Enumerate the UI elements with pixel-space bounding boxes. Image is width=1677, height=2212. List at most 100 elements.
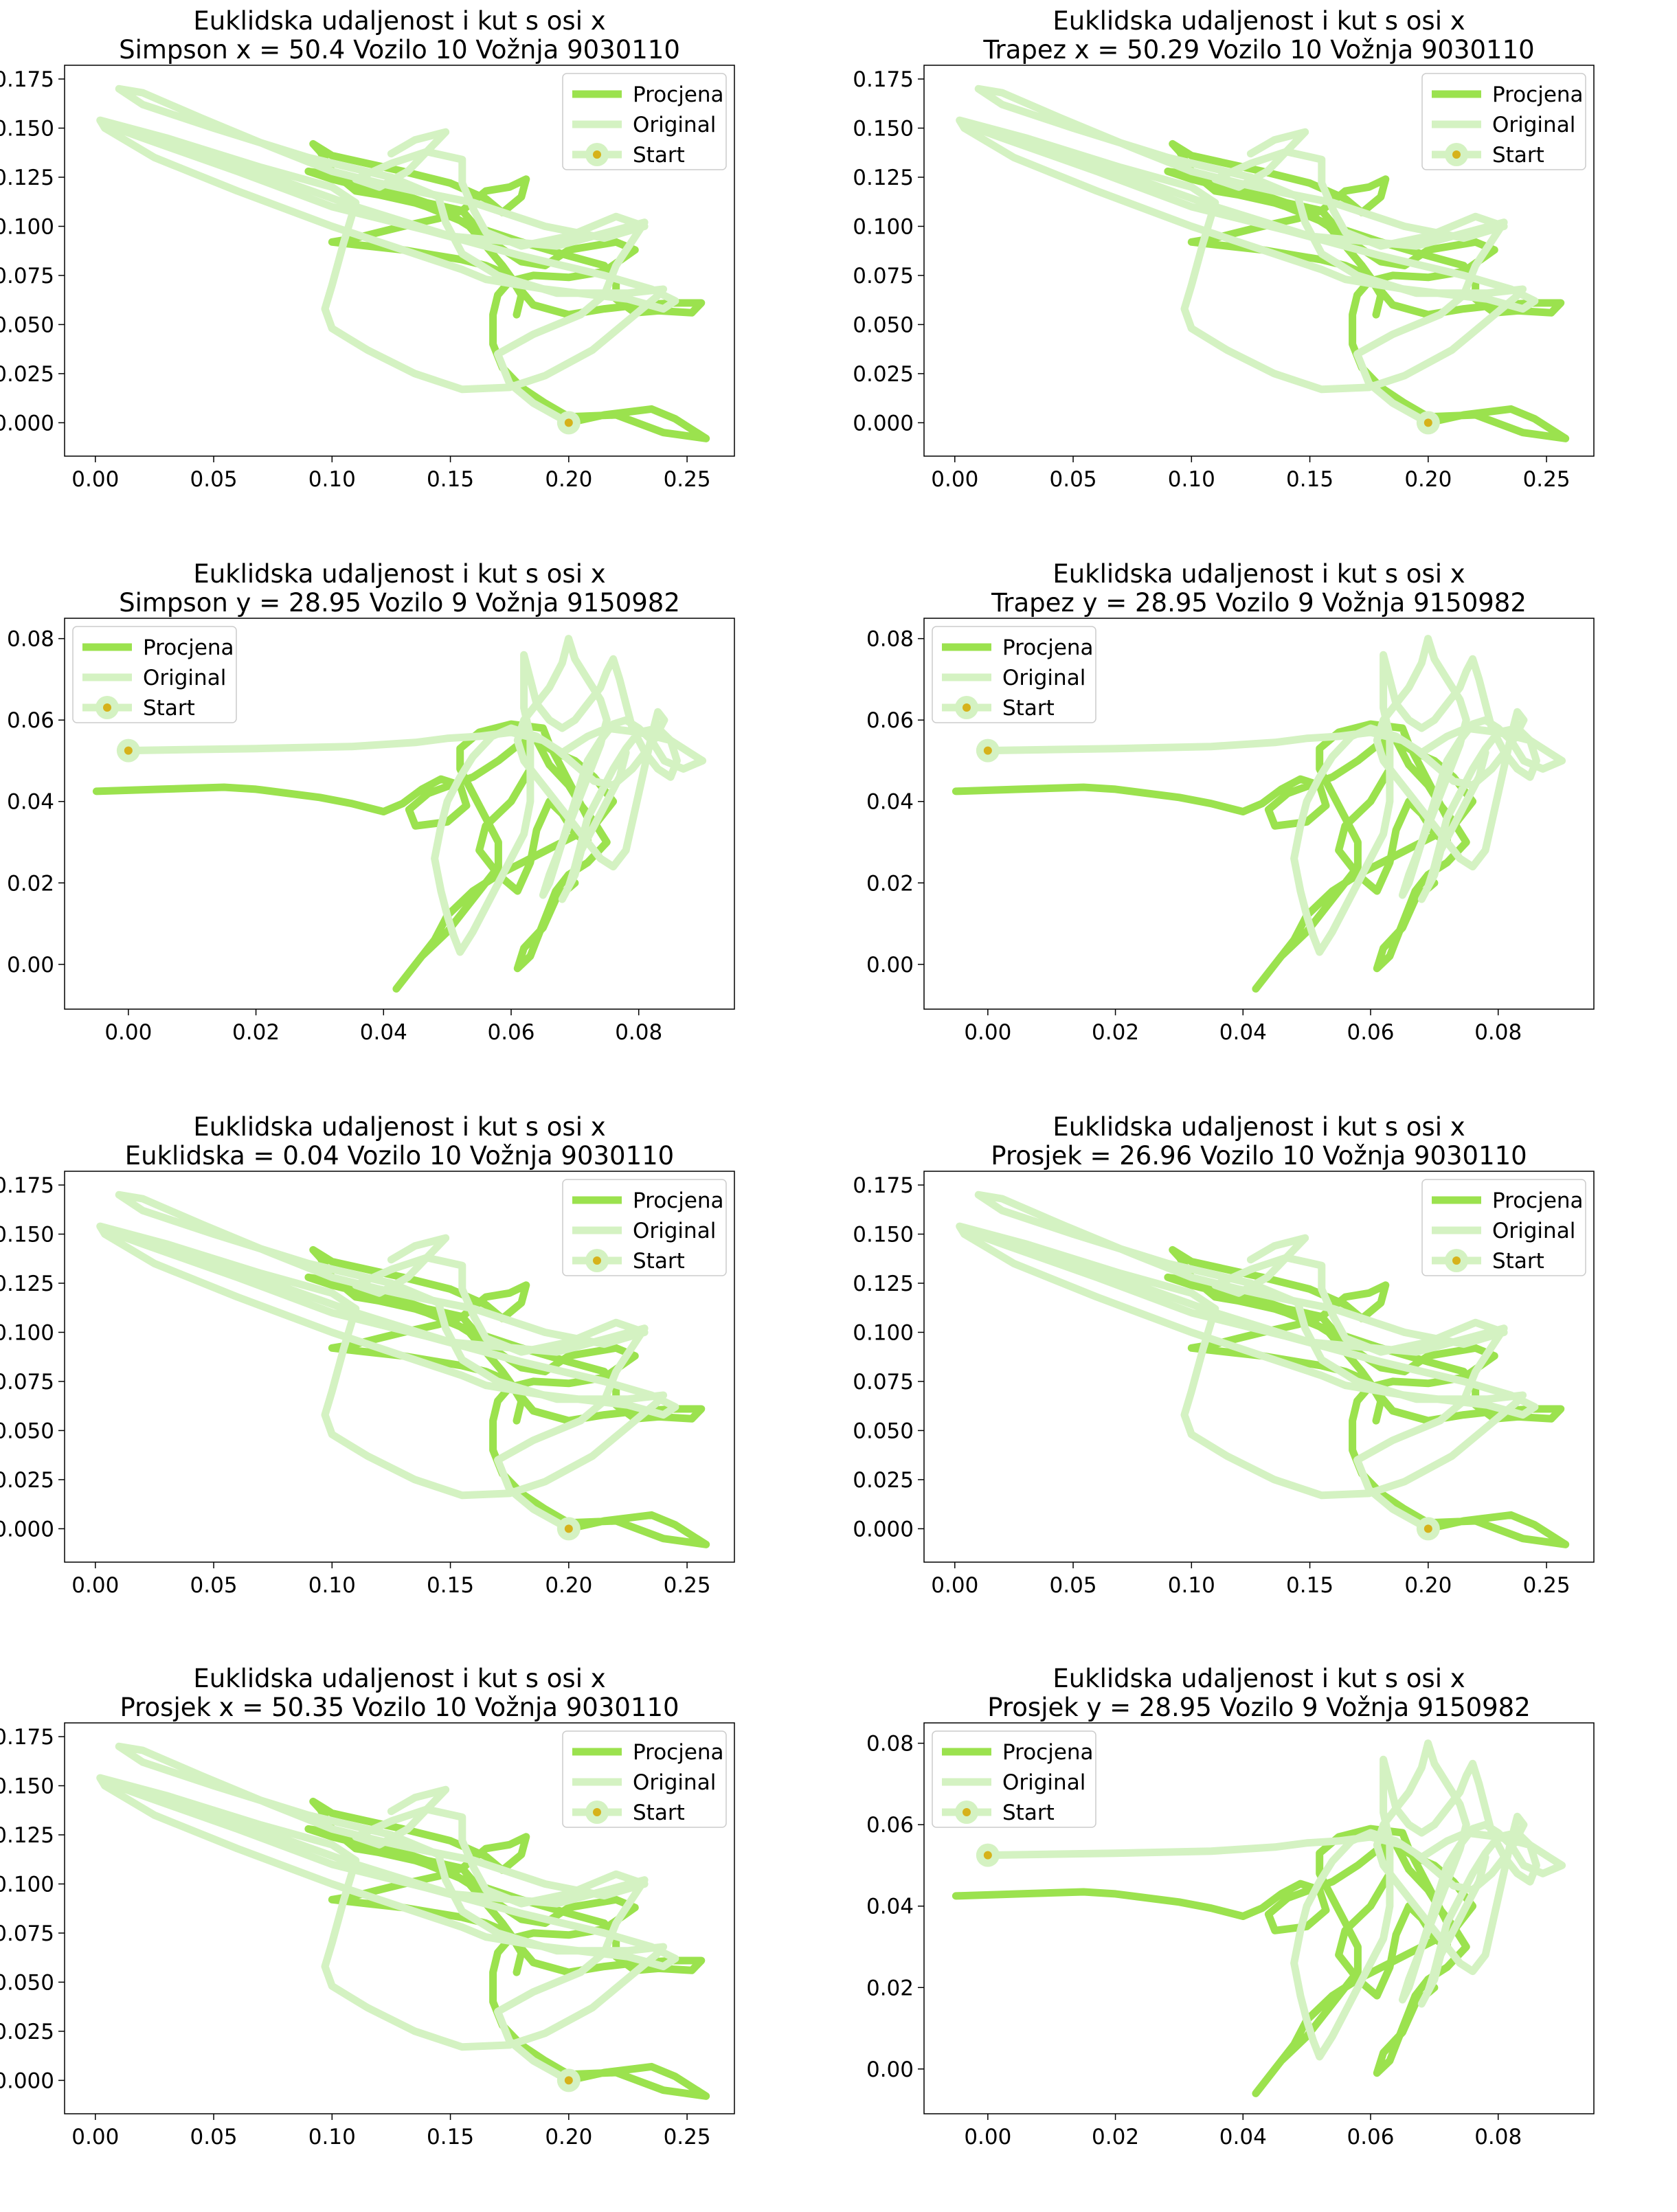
y-tick-label: 0.00 bbox=[7, 953, 54, 978]
legend-label: Original bbox=[633, 1219, 716, 1243]
y-tick-label: 0.075 bbox=[853, 1370, 914, 1395]
x-tick-label: 0.10 bbox=[308, 1573, 356, 1598]
x-tick-label: 0.20 bbox=[1404, 467, 1452, 492]
legend-swatch-start-dot bbox=[593, 150, 601, 159]
y-tick-label: 0.125 bbox=[0, 166, 54, 190]
plot-area bbox=[952, 1739, 1566, 2097]
x-tick-label: 0.25 bbox=[1523, 467, 1571, 492]
axes-frame bbox=[64, 618, 735, 1010]
series-line-original bbox=[956, 84, 1539, 427]
legend-label: Start bbox=[1492, 1249, 1544, 1274]
chart-panel-6: Euklidska udaljenost i kut s osi x Prosje… bbox=[838, 1106, 1676, 1659]
chart-subtitle: Prosjek y = 28.95 Vozilo 9 Vožnja 915098… bbox=[987, 1693, 1531, 1722]
y-tick-label: 0.06 bbox=[866, 708, 914, 733]
y-tick-label: 0.125 bbox=[0, 1823, 54, 1848]
start-marker-center bbox=[1423, 418, 1432, 427]
y-tick-label: 0.02 bbox=[866, 871, 914, 896]
chart-svg: Euklidska udaljenost i kut s osi xEuklid… bbox=[0, 1112, 735, 1598]
x-tick-label: 0.06 bbox=[487, 1020, 534, 1045]
y-tick-label: 0.050 bbox=[0, 1970, 54, 1995]
legend-swatch-start-dot bbox=[593, 1256, 601, 1265]
legend: Procjena Original Start bbox=[932, 626, 1096, 723]
x-tick-label: 0.25 bbox=[1523, 1573, 1571, 1598]
legend: Procjena Original Start bbox=[562, 73, 727, 170]
y-tick-label: 0.150 bbox=[853, 1222, 914, 1247]
x-tick-label: 0.05 bbox=[190, 2125, 238, 2149]
y-tick-label: 0.150 bbox=[0, 1774, 54, 1798]
y-tick-label: 0.050 bbox=[853, 313, 914, 337]
chart-panel-1: Euklidska udaljenost i kut s osi x Simpso… bbox=[0, 0, 838, 553]
x-tick-label: 0.02 bbox=[1092, 2125, 1139, 2149]
start-marker-center bbox=[124, 746, 133, 755]
y-tick-label: 0.175 bbox=[0, 1173, 54, 1198]
y-tick-label: 0.100 bbox=[0, 214, 54, 239]
plot-area bbox=[96, 1742, 710, 2100]
x-tick-label: 0.10 bbox=[308, 467, 356, 492]
legend-label: Procjena bbox=[633, 1188, 724, 1213]
x-tick-label: 0.00 bbox=[931, 467, 978, 492]
axes-frame bbox=[923, 1171, 1595, 1563]
legend-label: Start bbox=[633, 1801, 685, 1825]
chart-subtitle: Trapez y = 28.95 Vozilo 9 Vožnja 9150982 bbox=[991, 588, 1527, 618]
legend: Procjena Original Start bbox=[932, 1730, 1096, 1828]
chart-subtitle: Prosjek = 26.96 Vozilo 10 Vožnja 9030110 bbox=[991, 1141, 1527, 1171]
y-tick-label: 0.04 bbox=[7, 790, 54, 815]
chart-subtitle: Prosjek x = 50.35 Vozilo 10 Vožnja 90301… bbox=[120, 1693, 679, 1722]
y-tick-label: 0.02 bbox=[7, 871, 54, 896]
y-tick-label: 0.075 bbox=[0, 264, 54, 289]
legend-label: Start bbox=[633, 1249, 685, 1274]
legend-label: Procjena bbox=[633, 82, 724, 107]
x-tick-label: 0.00 bbox=[931, 1573, 978, 1598]
y-tick-label: 0.000 bbox=[853, 1517, 914, 1542]
legend-swatch-start-dot bbox=[103, 703, 111, 712]
y-tick-label: 0.050 bbox=[853, 1419, 914, 1443]
x-tick-label: 0.08 bbox=[1474, 1020, 1522, 1045]
y-tick-label: 0.150 bbox=[0, 116, 54, 141]
legend-label: Start bbox=[633, 143, 685, 168]
legend-label: Procjena bbox=[143, 635, 234, 660]
x-tick-label: 0.05 bbox=[1050, 1573, 1097, 1598]
series-line-original bbox=[96, 1742, 679, 2084]
chart-svg: Euklidska udaljenost i kut s osi xProsje… bbox=[853, 1112, 1595, 1598]
y-tick-label: 0.025 bbox=[0, 2020, 54, 2044]
legend: Procjena Original Start bbox=[72, 626, 237, 723]
legend-swatch-start-dot bbox=[1452, 1256, 1461, 1265]
y-tick-label: 0.04 bbox=[866, 1895, 914, 1919]
x-tick-label: 0.20 bbox=[1404, 1573, 1452, 1598]
x-tick-label: 0.00 bbox=[964, 2125, 1011, 2149]
x-tick-label: 0.08 bbox=[1474, 2125, 1522, 2149]
chart-panel-3: Euklidska udaljenost i kut s osi x Simpso… bbox=[0, 553, 838, 1106]
chart-panel-8: Euklidska udaljenost i kut s osi x Prosje… bbox=[838, 1659, 1676, 2212]
x-tick-label: 0.20 bbox=[545, 1573, 592, 1598]
y-tick-label: 0.025 bbox=[0, 362, 54, 387]
chart-subtitle: Simpson x = 50.4 Vozilo 10 Vožnja 903011… bbox=[119, 35, 680, 65]
x-tick-label: 0.05 bbox=[1050, 467, 1097, 492]
chart-panel-2: Euklidska udaljenost i kut s osi x Trapez… bbox=[838, 0, 1676, 553]
x-tick-label: 0.05 bbox=[190, 467, 238, 492]
chart-title: Euklidska udaljenost i kut s osi x bbox=[193, 6, 605, 36]
y-tick-label: 0.04 bbox=[866, 790, 914, 815]
y-tick-label: 0.000 bbox=[0, 1517, 54, 1542]
y-tick-label: 0.00 bbox=[866, 953, 914, 978]
series-line-original bbox=[956, 1190, 1539, 1533]
legend-label: Start bbox=[143, 696, 195, 721]
legend-label: Original bbox=[1002, 1770, 1085, 1795]
chart-svg: Euklidska udaljenost i kut s osi xSimpso… bbox=[7, 559, 735, 1045]
y-tick-label: 0.100 bbox=[0, 1872, 54, 1897]
legend-label: Procjena bbox=[1492, 82, 1584, 107]
plot-area bbox=[952, 635, 1566, 993]
axes-frame bbox=[64, 1722, 735, 2114]
x-tick-label: 0.10 bbox=[1168, 1573, 1215, 1598]
x-tick-label: 0.04 bbox=[1219, 2125, 1267, 2149]
y-tick-label: 0.00 bbox=[866, 2057, 914, 2082]
x-tick-label: 0.15 bbox=[427, 2125, 474, 2149]
y-tick-label: 0.100 bbox=[853, 1320, 914, 1345]
legend-label: Original bbox=[633, 113, 716, 137]
x-tick-label: 0.06 bbox=[1347, 1020, 1394, 1045]
x-tick-label: 0.15 bbox=[427, 467, 474, 492]
legend-label: Procjena bbox=[633, 1740, 724, 1765]
legend-swatch-start-dot bbox=[1452, 150, 1461, 159]
y-tick-label: 0.125 bbox=[0, 1272, 54, 1296]
start-marker-center bbox=[564, 418, 573, 427]
x-tick-label: 0.00 bbox=[104, 1020, 152, 1045]
